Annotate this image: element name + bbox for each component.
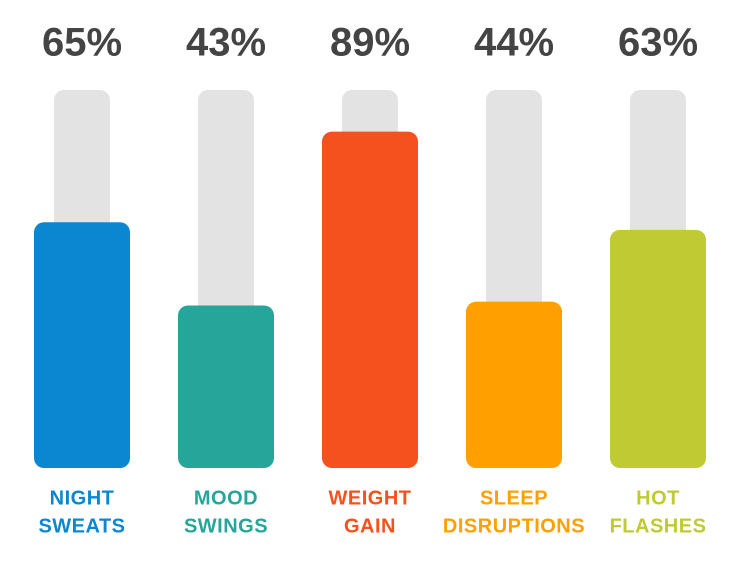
bar	[178, 305, 274, 468]
bar	[34, 222, 130, 468]
category-label: WEIGHT	[329, 487, 412, 509]
category-label: GAIN	[344, 515, 396, 537]
category-label: HOT	[636, 487, 680, 509]
value-label: 89%	[330, 21, 410, 65]
bar	[322, 131, 418, 468]
value-label: 44%	[474, 21, 554, 65]
value-label: 63%	[618, 21, 698, 65]
category-label: FLASHES	[610, 515, 707, 537]
value-label: 43%	[186, 21, 266, 65]
category-label: SWEATS	[38, 515, 125, 537]
category-label: DISRUPTIONS	[443, 515, 585, 537]
category-label: NIGHT	[50, 487, 115, 509]
category-label: SWINGS	[184, 515, 268, 537]
bar	[610, 229, 706, 468]
category-label: SLEEP	[480, 487, 548, 509]
value-label: 65%	[42, 21, 122, 65]
category-label: MOOD	[194, 487, 258, 509]
bar	[466, 301, 562, 468]
